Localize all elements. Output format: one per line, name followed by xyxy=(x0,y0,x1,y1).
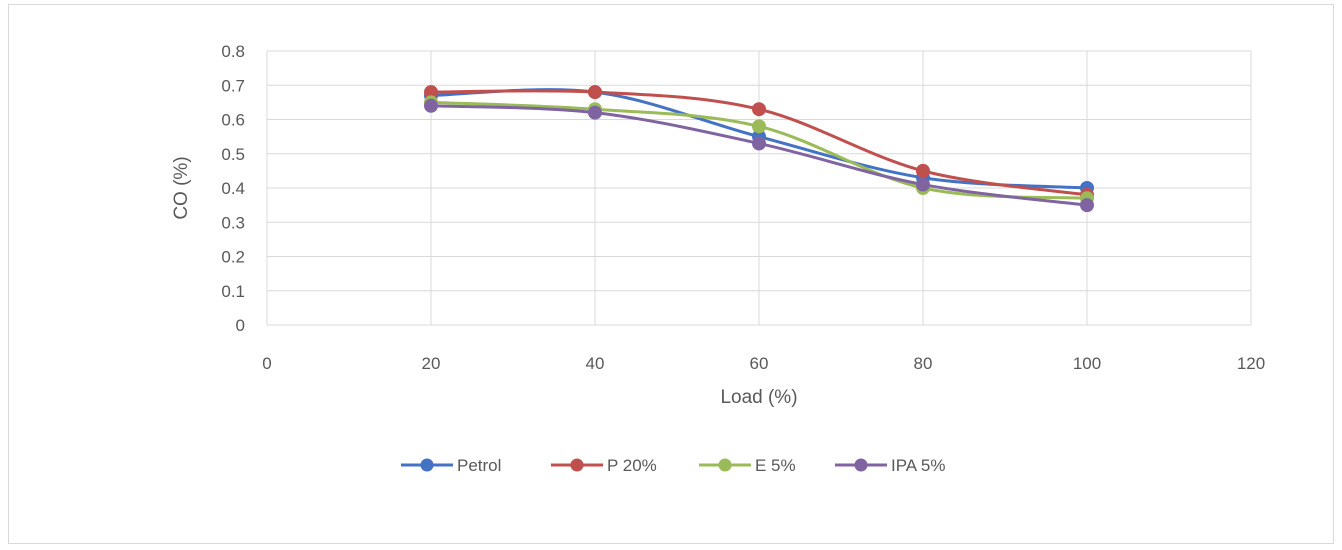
legend-item: IPA 5% xyxy=(835,456,946,475)
data-point xyxy=(752,136,766,151)
y-tick-label: 0.8 xyxy=(221,42,245,61)
y-tick-label: 0.1 xyxy=(221,282,245,301)
data-point xyxy=(916,163,930,178)
y-tick-label: 0.3 xyxy=(221,213,245,232)
legend-label: E 5% xyxy=(755,456,796,475)
data-point xyxy=(588,105,602,120)
legend-label: Petrol xyxy=(457,456,501,475)
legend: Petrol P 20% E 5% IPA 5% xyxy=(401,456,946,475)
legend-item: P 20% xyxy=(551,456,657,475)
legend-marker xyxy=(570,458,584,472)
y-axis-title: CO (%) xyxy=(171,156,192,219)
axes xyxy=(266,51,1251,326)
y-tick-label: 0.7 xyxy=(221,76,245,95)
gridlines xyxy=(267,50,1252,325)
x-tick-label: 120 xyxy=(1237,354,1265,373)
series-ipa-5 xyxy=(424,98,1094,213)
x-tick-label: 100 xyxy=(1073,354,1101,373)
y-tick-label: 0.5 xyxy=(221,145,245,164)
x-tick-label: 60 xyxy=(750,354,769,373)
legend-marker xyxy=(854,458,868,472)
legend-item: Petrol xyxy=(401,456,501,475)
legend-marker xyxy=(718,458,732,472)
x-axis-title: Load (%) xyxy=(720,387,797,408)
legend-label: P 20% xyxy=(607,456,657,475)
line-chart: 0 0.1 0.2 0.3 0.4 0.5 0.6 0.7 0.8 0 20 40 60 80 100 120… xyxy=(171,42,1265,475)
y-tick-label: 0 xyxy=(236,316,245,335)
x-tick-label: 0 xyxy=(262,354,271,373)
legend-label: IPA 5% xyxy=(891,456,946,475)
chart-frame: 0 0.1 0.2 0.3 0.4 0.5 0.6 0.7 0.8 0 20 40 60 80 100 120… xyxy=(8,4,1334,544)
legend-item: E 5% xyxy=(699,456,796,475)
series-p-20 xyxy=(424,85,1094,202)
data-point xyxy=(588,85,602,100)
series-lines xyxy=(424,85,1094,213)
data-point xyxy=(1080,198,1094,213)
data-point xyxy=(424,98,438,113)
data-point xyxy=(752,119,766,134)
x-tick-label: 80 xyxy=(914,354,933,373)
legend-marker xyxy=(420,458,434,472)
tick-labels: 0 0.1 0.2 0.3 0.4 0.5 0.6 0.7 0.8 0 20 40 60 80 100 120 xyxy=(221,42,1265,373)
y-tick-label: 0.6 xyxy=(221,111,245,130)
x-tick-label: 20 xyxy=(422,354,441,373)
y-tick-label: 0.2 xyxy=(221,248,245,267)
data-point xyxy=(916,177,930,192)
data-point xyxy=(752,102,766,117)
x-tick-label: 40 xyxy=(586,354,605,373)
y-tick-label: 0.4 xyxy=(221,179,245,198)
